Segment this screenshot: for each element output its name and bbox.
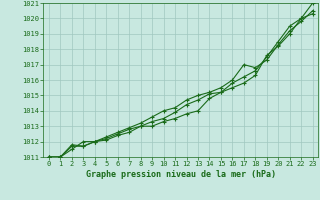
X-axis label: Graphe pression niveau de la mer (hPa): Graphe pression niveau de la mer (hPa) (86, 170, 276, 179)
